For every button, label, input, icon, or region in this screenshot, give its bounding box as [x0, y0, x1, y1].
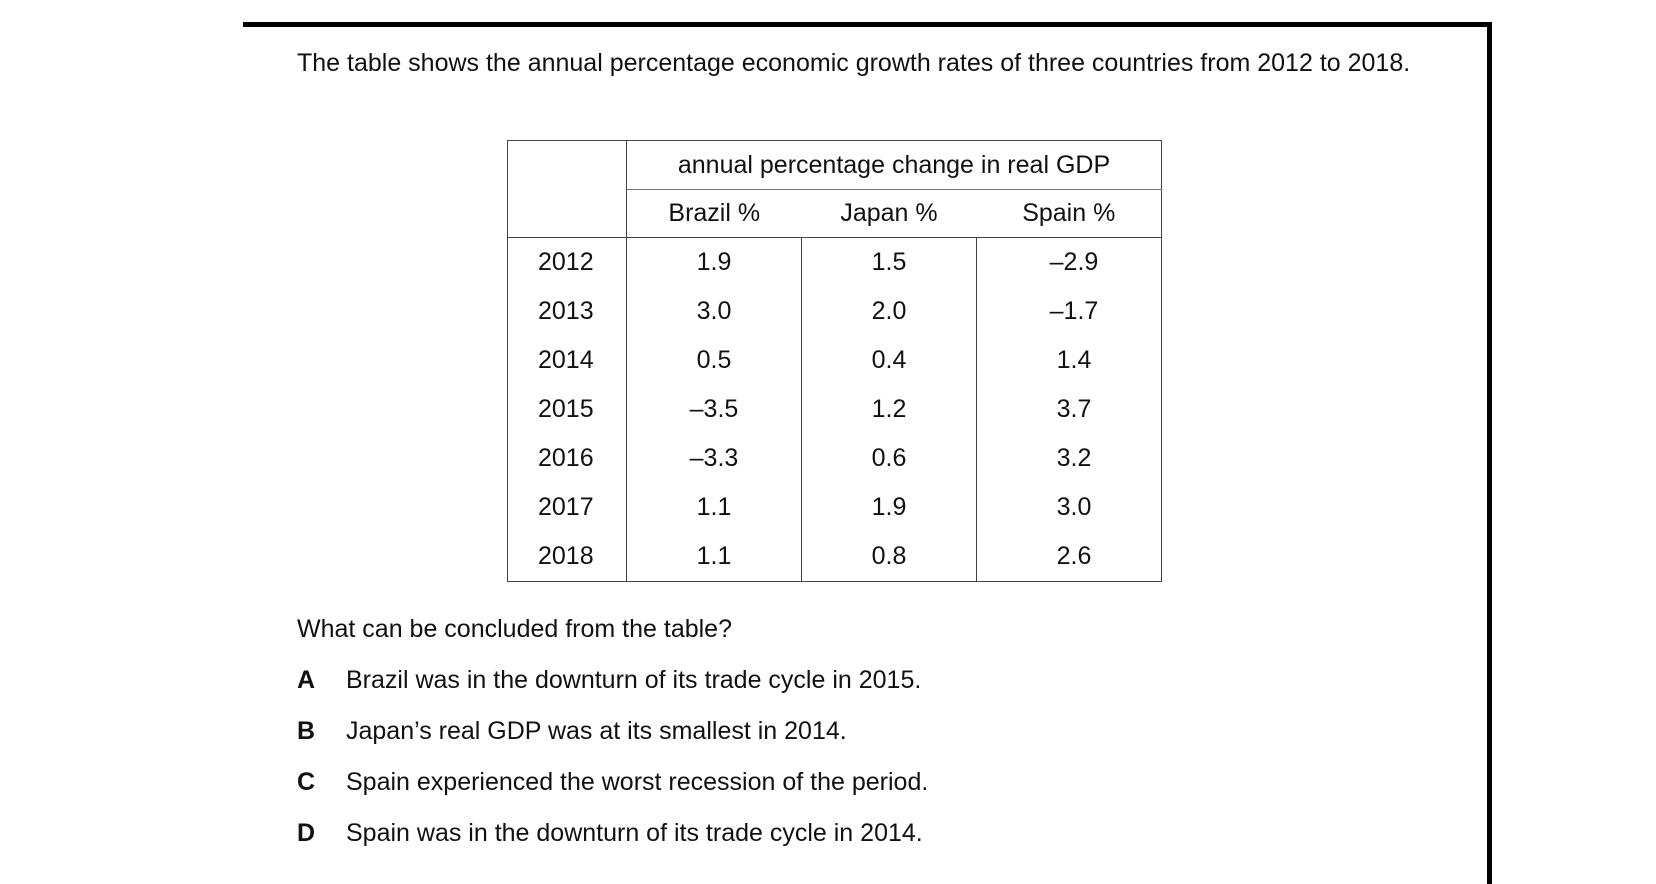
table-group-header: annual percentage change in real GDP — [626, 140, 1162, 190]
table-row: 2018 1.1 0.8 2.6 — [507, 532, 1162, 582]
spain-value-cell: 1.4 — [976, 336, 1162, 385]
brazil-value-cell: –3.5 — [626, 385, 802, 434]
year-cell: 2015 — [507, 385, 627, 434]
table-body: 2012 1.9 1.5 –2.9 2013 3.0 2.0 –1.7 2014 0.5 0.4 1.… — [507, 237, 1162, 582]
option-text: Spain was in the downturn of its trade c… — [346, 819, 923, 847]
brazil-value-cell: –3.3 — [626, 434, 802, 483]
option-c: C Spain experienced the worst recession o… — [297, 768, 928, 819]
table-header-group-row: annual percentage change in real GDP — [507, 140, 1162, 238]
table-row: 2014 0.5 0.4 1.4 — [507, 336, 1162, 385]
spain-value-cell: –1.7 — [976, 287, 1162, 336]
year-cell: 2013 — [507, 287, 627, 336]
option-d: D Spain was in the downturn of its trade … — [297, 819, 928, 870]
option-a: A Brazil was in the downturn of its trade… — [297, 666, 928, 717]
spain-value-cell: 3.7 — [976, 385, 1162, 434]
page-right-rule — [1487, 22, 1492, 884]
japan-value-cell: 0.6 — [801, 434, 977, 483]
column-header-brazil: Brazil % — [626, 189, 802, 238]
column-header-spain: Spain % — [976, 189, 1162, 238]
table-row: 2012 1.9 1.5 –2.9 — [507, 237, 1162, 287]
year-cell: 2018 — [507, 532, 627, 582]
spain-value-cell: 3.0 — [976, 483, 1162, 532]
japan-value-cell: 1.2 — [801, 385, 977, 434]
brazil-value-cell: 1.9 — [626, 237, 802, 287]
option-text: Spain experienced the worst recession of… — [346, 768, 929, 796]
japan-value-cell: 2.0 — [801, 287, 977, 336]
spain-value-cell: 3.2 — [976, 434, 1162, 483]
japan-value-cell: 0.4 — [801, 336, 977, 385]
japan-value-cell: 1.5 — [801, 237, 977, 287]
spain-value-cell: –2.9 — [976, 237, 1162, 287]
year-cell: 2017 — [507, 483, 627, 532]
page-top-rule — [243, 22, 1492, 27]
brazil-value-cell: 1.1 — [626, 483, 802, 532]
gdp-table: annual percentage change in real GDP Bra… — [507, 140, 1162, 582]
option-letter: A — [297, 666, 316, 694]
option-letter: B — [297, 717, 316, 745]
table-row: 2016 –3.3 0.6 3.2 — [507, 434, 1162, 483]
table-row: 2015 –3.5 1.2 3.7 — [507, 385, 1162, 434]
japan-value-cell: 0.8 — [801, 532, 977, 582]
table-column-header-row: Brazil % Japan % Spain % — [508, 189, 1162, 238]
year-cell: 2012 — [507, 237, 627, 287]
japan-value-cell: 1.9 — [801, 483, 977, 532]
year-cell: 2016 — [507, 434, 627, 483]
question-text: What can be concluded from the table? — [297, 615, 732, 643]
option-text: Brazil was in the downturn of its trade … — [346, 666, 922, 694]
spain-value-cell: 2.6 — [976, 532, 1162, 582]
answer-options: A Brazil was in the downturn of its trade… — [297, 666, 928, 870]
option-text: Japan’s real GDP was at its smallest in … — [346, 717, 847, 745]
brazil-value-cell: 1.1 — [626, 532, 802, 582]
intro-text: The table shows the annual percentage ec… — [297, 49, 1411, 77]
option-letter: C — [297, 768, 316, 796]
option-b: B Japan’s real GDP was at its smallest in… — [297, 717, 928, 768]
column-header-japan: Japan % — [801, 189, 977, 238]
year-cell: 2014 — [507, 336, 627, 385]
brazil-value-cell: 3.0 — [626, 287, 802, 336]
option-letter: D — [297, 819, 316, 847]
brazil-value-cell: 0.5 — [626, 336, 802, 385]
table-row: 2017 1.1 1.9 3.0 — [507, 483, 1162, 532]
table-corner-cell — [507, 140, 627, 238]
table-row: 2013 3.0 2.0 –1.7 — [507, 287, 1162, 336]
